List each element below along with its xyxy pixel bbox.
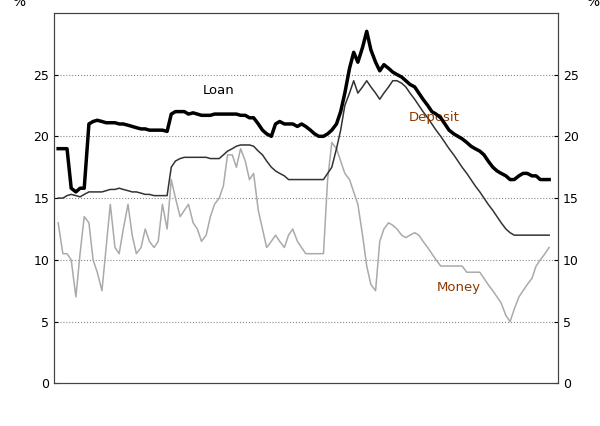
Text: Money: Money [437, 281, 481, 294]
Y-axis label: %: % [587, 0, 600, 9]
Y-axis label: %: % [12, 0, 25, 9]
Text: Deposit: Deposit [409, 111, 459, 124]
Text: Loan: Loan [203, 84, 234, 97]
